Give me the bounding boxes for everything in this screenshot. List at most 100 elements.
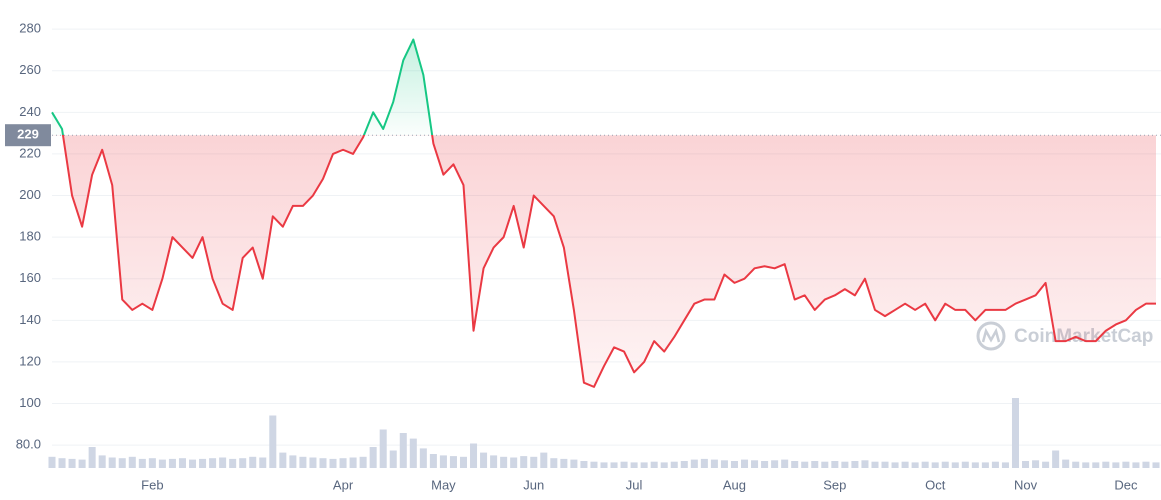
volume-bar <box>369 447 377 468</box>
volume-bar <box>811 461 819 468</box>
volume-bar <box>98 455 106 468</box>
volume-bar <box>409 438 417 468</box>
y-tick-label: 100 <box>19 395 41 410</box>
y-tick-label: 180 <box>19 229 41 244</box>
volume-bar <box>991 461 999 468</box>
volume-bar <box>199 458 207 468</box>
volume-bar <box>78 459 86 468</box>
volume-bar <box>550 458 558 468</box>
volume-bar <box>600 462 608 468</box>
volume-bar <box>419 448 427 468</box>
volume-bar <box>239 458 247 468</box>
volume-bar <box>329 458 337 468</box>
volume-bar <box>379 429 387 468</box>
volume-bar <box>490 455 498 468</box>
volume-bar <box>449 456 457 468</box>
x-tick-label: Sep <box>823 477 846 492</box>
volume-bar <box>209 458 217 468</box>
volume-bar <box>1122 461 1130 468</box>
volume-bar <box>530 456 538 468</box>
volume-bar <box>1042 461 1050 468</box>
volume-bar <box>1142 461 1150 468</box>
volume-bar <box>630 462 638 468</box>
volume-bar <box>610 462 618 468</box>
volume-bar <box>1072 461 1080 468</box>
volume-bar <box>58 458 66 468</box>
y-tick-label: 260 <box>19 62 41 77</box>
volume-bar <box>470 443 478 468</box>
volume-bar <box>740 459 749 468</box>
volume-bar <box>309 457 317 468</box>
volume-bar <box>901 461 909 468</box>
volume-bar <box>108 457 116 468</box>
watermark-logo <box>976 321 1006 351</box>
volume-bar <box>1112 462 1120 468</box>
volume-bar <box>620 461 628 468</box>
volume-bar <box>751 460 759 468</box>
y-tick-label: 80.0 <box>16 437 41 452</box>
volume-bar <box>690 459 698 468</box>
volume-bar <box>821 461 829 468</box>
volume-bar <box>680 461 688 468</box>
volume-bar <box>138 458 146 468</box>
volume-bar <box>269 415 277 468</box>
volume-bar <box>359 456 367 468</box>
y-tick-label: 160 <box>19 270 41 285</box>
volume-bar <box>761 461 769 468</box>
volume-bar <box>771 460 779 468</box>
volume-bar <box>911 462 919 468</box>
volume-bar <box>640 462 648 468</box>
volume-bar <box>520 456 528 468</box>
volume-bar <box>148 458 156 468</box>
x-tick-label: May <box>431 477 456 492</box>
watermark-logo-mark <box>981 327 1001 343</box>
y-tick-label: 120 <box>19 353 41 368</box>
volume-bar <box>158 459 166 468</box>
volume-bar <box>1062 459 1070 468</box>
volume-bar <box>951 462 959 468</box>
volume-bar <box>68 458 76 468</box>
y-tick-label: 240 <box>19 104 41 119</box>
volume-bar <box>128 456 136 468</box>
volume-bar <box>700 458 708 468</box>
volume-bar <box>971 462 979 468</box>
volume-bar <box>1092 462 1100 468</box>
y-tick-label: 220 <box>19 145 41 160</box>
volume-bar <box>48 456 56 468</box>
volume-bar <box>941 461 949 468</box>
volume-bars <box>48 398 1160 468</box>
volume-bar <box>168 458 176 468</box>
volume-bar <box>279 452 287 468</box>
x-tick-label: Feb <box>141 477 163 492</box>
volume-bar <box>791 461 799 468</box>
volume-bar <box>590 461 598 468</box>
volume-bar <box>981 462 989 468</box>
volume-bar <box>861 460 869 468</box>
reference-label-box <box>5 124 51 147</box>
volume-bar <box>1052 450 1060 468</box>
volume-bar <box>118 458 126 468</box>
x-tick-label: Dec <box>1114 477 1138 492</box>
volume-bar <box>660 462 668 468</box>
volume-bar <box>841 461 849 468</box>
volume-bar <box>931 462 939 468</box>
x-tick-label: Apr <box>333 477 354 492</box>
volume-bar <box>781 459 789 468</box>
volume-bar <box>399 433 407 468</box>
volume-bar <box>178 458 186 468</box>
x-tick-label: Nov <box>1014 477 1038 492</box>
volume-bar <box>1011 398 1020 468</box>
y-tick-label: 280 <box>19 21 41 36</box>
volume-bar <box>801 461 809 468</box>
price-line <box>51 38 1156 388</box>
price-area <box>52 39 1156 387</box>
volume-bar <box>1032 460 1040 468</box>
volume-bar <box>730 461 738 468</box>
volume-bar <box>851 461 859 468</box>
volume-bar <box>670 461 678 468</box>
volume-bar <box>1082 462 1090 468</box>
x-tick-label: Jul <box>626 477 643 492</box>
volume-bar <box>389 450 397 468</box>
volume-bar <box>1152 462 1160 468</box>
volume-bar <box>339 458 347 468</box>
